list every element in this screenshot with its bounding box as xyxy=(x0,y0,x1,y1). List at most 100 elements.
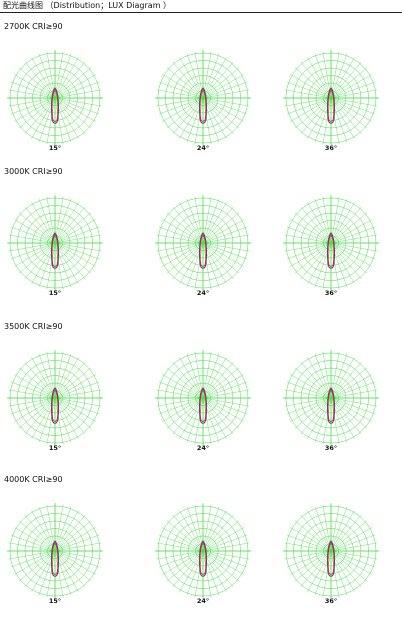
grid-spoke xyxy=(202,358,226,399)
grid-tick xyxy=(359,277,362,280)
grid-spoke xyxy=(54,521,90,552)
grid-tick xyxy=(245,81,248,83)
grid-tick xyxy=(231,206,234,209)
grid-spoke xyxy=(168,397,204,428)
grid-tick xyxy=(286,413,289,415)
grid-tick xyxy=(77,436,79,439)
grid-tick xyxy=(172,132,175,135)
grid-spoke xyxy=(288,227,332,244)
grid-spoke xyxy=(301,363,332,399)
grid-spoke xyxy=(54,242,85,278)
intensity-curve-c90 xyxy=(327,89,335,122)
grid-tick xyxy=(24,585,27,588)
grid-tick xyxy=(314,593,316,596)
grid-tick xyxy=(218,506,220,509)
grid-tick xyxy=(24,514,27,517)
grid-tick xyxy=(365,426,368,429)
grid-spoke xyxy=(202,208,233,244)
grid-spoke xyxy=(39,200,56,244)
grid-tick xyxy=(89,212,92,215)
grid-spoke xyxy=(194,97,204,143)
grid-tick xyxy=(286,226,289,228)
grid-tick xyxy=(89,126,92,129)
grid-tick xyxy=(365,579,368,582)
intensity-curve-c0 xyxy=(51,387,59,424)
grid-spoke xyxy=(194,397,204,443)
grid-tick xyxy=(162,420,165,422)
grid-tick xyxy=(14,219,17,221)
grid-tick xyxy=(18,212,21,215)
grid-spoke xyxy=(330,63,361,99)
grid-spoke xyxy=(54,58,78,99)
beam-angle-label: 15° xyxy=(48,144,62,152)
grid-spoke xyxy=(180,511,204,552)
polar-diagram: 24° xyxy=(153,48,253,154)
grid-spoke xyxy=(330,389,376,399)
grid-spoke xyxy=(10,234,56,244)
grid-tick xyxy=(346,593,348,596)
grid-spoke xyxy=(330,220,371,244)
grid-tick xyxy=(166,367,169,370)
grid-spoke xyxy=(330,358,354,399)
intensity-curve-c0 xyxy=(199,387,207,424)
polar-grid xyxy=(7,503,103,599)
grid-tick xyxy=(24,206,27,209)
beam-angle-label: 15° xyxy=(48,597,62,605)
grid-spoke xyxy=(330,97,340,143)
grid-tick xyxy=(286,381,289,383)
grid-spoke xyxy=(322,397,332,443)
grid-tick xyxy=(314,198,316,201)
grid-tick xyxy=(10,381,13,383)
grid-spoke xyxy=(173,397,204,433)
grid-spoke xyxy=(160,97,204,114)
grid-spoke xyxy=(10,389,56,399)
grid-spoke xyxy=(308,511,332,552)
grid-spoke xyxy=(330,242,361,278)
grid-spoke xyxy=(160,550,204,567)
grid-spoke xyxy=(54,550,100,560)
grid-tick xyxy=(172,277,175,280)
grid-tick xyxy=(290,120,293,122)
polar-chart xyxy=(155,195,251,291)
grid-tick xyxy=(245,258,248,260)
grid-spoke xyxy=(180,358,204,399)
grid-spoke xyxy=(54,97,64,143)
grid-tick xyxy=(300,432,303,435)
grid-tick xyxy=(369,265,372,267)
grid-spoke xyxy=(202,68,238,99)
grid-tick xyxy=(231,61,234,64)
grid-tick xyxy=(172,61,175,64)
grid-spoke xyxy=(202,82,246,99)
grid-tick xyxy=(314,285,316,288)
grid-spoke xyxy=(330,58,354,99)
grid-tick xyxy=(218,285,220,288)
polar-diagram: 24° xyxy=(153,501,253,607)
beam-angle-label: 36° xyxy=(324,144,338,152)
grid-spoke xyxy=(291,397,332,421)
grid-tick xyxy=(93,527,96,529)
grid-tick xyxy=(373,413,376,415)
grid-tick xyxy=(83,132,86,135)
grid-tick xyxy=(162,219,165,221)
beam-angle-label: 24° xyxy=(196,444,210,452)
grid-spoke xyxy=(54,97,90,128)
grid-spoke xyxy=(46,242,56,288)
grid-spoke xyxy=(180,58,204,99)
grid-spoke xyxy=(39,355,56,399)
grid-spoke xyxy=(330,550,366,581)
grid-spoke xyxy=(330,97,376,107)
beam-angle-label: 24° xyxy=(196,597,210,605)
grid-spoke xyxy=(202,97,233,133)
grid-tick xyxy=(31,281,33,284)
grid-spoke xyxy=(330,97,374,114)
grid-tick xyxy=(186,140,188,143)
grid-tick xyxy=(346,506,348,509)
intensity-curve-c0 xyxy=(51,232,59,269)
grid-tick xyxy=(369,573,372,575)
grid-spoke xyxy=(163,528,204,552)
grid-tick xyxy=(231,514,234,517)
grid-spoke xyxy=(54,375,95,399)
grid-spoke xyxy=(291,75,332,99)
grid-spoke xyxy=(330,397,376,407)
grid-tick xyxy=(14,265,17,267)
